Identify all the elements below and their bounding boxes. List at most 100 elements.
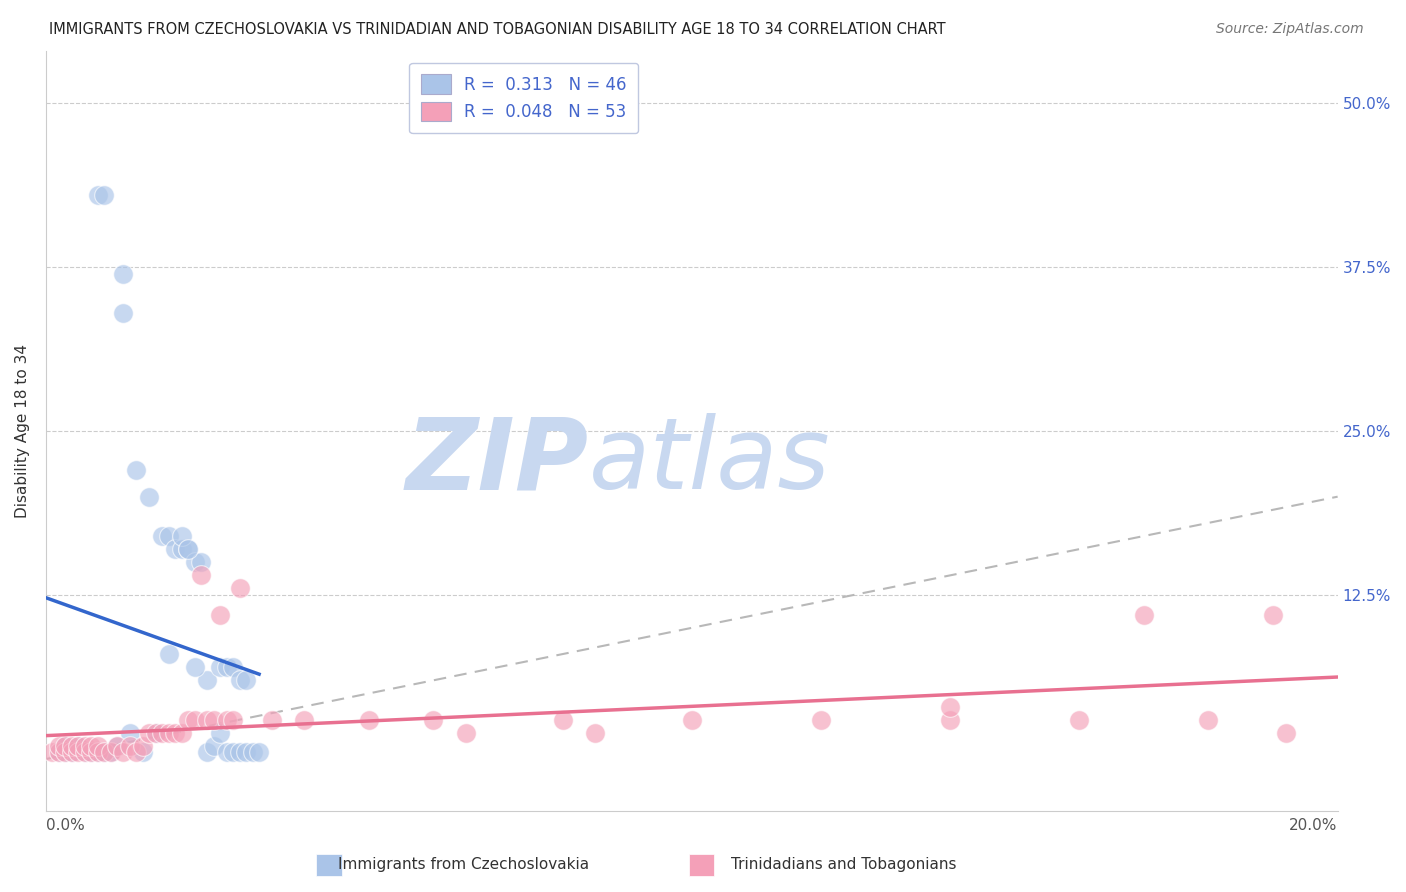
Text: 0.0%: 0.0% (46, 818, 84, 833)
Point (228, 673, 250, 688)
Point (157, 725, 180, 739)
Point (209, 660, 232, 674)
Point (112, 306, 135, 320)
Point (202, 713, 225, 727)
Text: Immigrants from Czechoslovakia: Immigrants from Czechoslovakia (339, 857, 589, 872)
Point (86, 746, 108, 760)
Point (170, 529, 193, 543)
Point (1275, 725, 1298, 739)
Point (454, 725, 477, 739)
Point (86, 739, 108, 753)
Text: 20.0%: 20.0% (1289, 818, 1337, 833)
Point (53, 739, 76, 753)
Legend: R =  0.313   N = 46, R =  0.048   N = 53: R = 0.313 N = 46, R = 0.048 N = 53 (409, 62, 638, 133)
Point (48, 746, 70, 760)
Point (222, 660, 245, 674)
Y-axis label: Disability Age 18 to 34: Disability Age 18 to 34 (15, 344, 30, 518)
Point (170, 542, 193, 557)
Text: atlas: atlas (589, 413, 830, 510)
Point (681, 713, 703, 727)
Point (242, 746, 264, 760)
Point (138, 490, 160, 504)
Point (222, 713, 245, 727)
Point (150, 529, 173, 543)
Point (260, 713, 283, 727)
Point (165, 725, 187, 739)
Point (222, 746, 245, 760)
Point (190, 555, 212, 569)
Point (177, 542, 200, 557)
Point (939, 699, 962, 714)
Point (422, 713, 444, 727)
Point (292, 713, 315, 727)
Point (132, 746, 155, 760)
Text: Trinidadians and Tobagonians: Trinidadians and Tobagonians (731, 857, 956, 872)
Point (1198, 713, 1220, 727)
Point (41, 746, 63, 760)
Point (215, 660, 238, 674)
Point (60, 739, 83, 753)
Point (183, 713, 205, 727)
Point (247, 746, 270, 760)
Point (145, 725, 167, 739)
Point (157, 529, 180, 543)
Bar (316, 854, 342, 876)
Point (53, 746, 76, 760)
Point (53, 746, 76, 760)
Point (105, 739, 128, 753)
Point (100, 746, 122, 760)
Point (235, 673, 257, 688)
Point (73, 746, 96, 760)
Point (118, 739, 141, 753)
Point (228, 582, 250, 596)
Point (177, 713, 200, 727)
Point (215, 746, 238, 760)
Point (138, 725, 160, 739)
Point (112, 746, 135, 760)
Point (125, 746, 148, 760)
Bar (689, 854, 714, 876)
Point (67, 739, 90, 753)
Point (60, 746, 83, 760)
Point (177, 542, 200, 557)
Point (202, 739, 225, 753)
Point (73, 739, 96, 753)
Point (209, 725, 232, 739)
Point (190, 568, 212, 582)
Text: IMMIGRANTS FROM CZECHOSLOVAKIA VS TRINIDADIAN AND TOBAGONIAN DISABILITY AGE 18 T: IMMIGRANTS FROM CZECHOSLOVAKIA VS TRINID… (49, 22, 946, 37)
Point (197, 746, 219, 760)
Point (80, 746, 103, 760)
Point (209, 607, 232, 622)
Point (197, 713, 219, 727)
Point (145, 725, 167, 739)
Point (53, 739, 76, 753)
Point (67, 739, 90, 753)
Point (93, 746, 115, 760)
Point (583, 725, 606, 739)
Point (80, 739, 103, 753)
Point (357, 713, 380, 727)
Point (93, 746, 115, 760)
Point (215, 713, 238, 727)
Point (1069, 713, 1091, 727)
Point (86, 746, 108, 760)
Point (118, 725, 141, 739)
Point (93, 188, 115, 202)
Point (165, 542, 187, 557)
Text: ZIP: ZIP (405, 413, 589, 510)
Point (551, 713, 574, 727)
Point (157, 647, 180, 661)
Point (183, 555, 205, 569)
Point (125, 463, 148, 477)
Point (48, 746, 70, 760)
Point (80, 746, 103, 760)
Point (105, 739, 128, 753)
Point (112, 267, 135, 281)
Point (1133, 607, 1156, 622)
Point (100, 746, 122, 760)
Point (197, 673, 219, 688)
Point (810, 713, 832, 727)
Point (48, 739, 70, 753)
Point (132, 739, 155, 753)
Point (60, 746, 83, 760)
